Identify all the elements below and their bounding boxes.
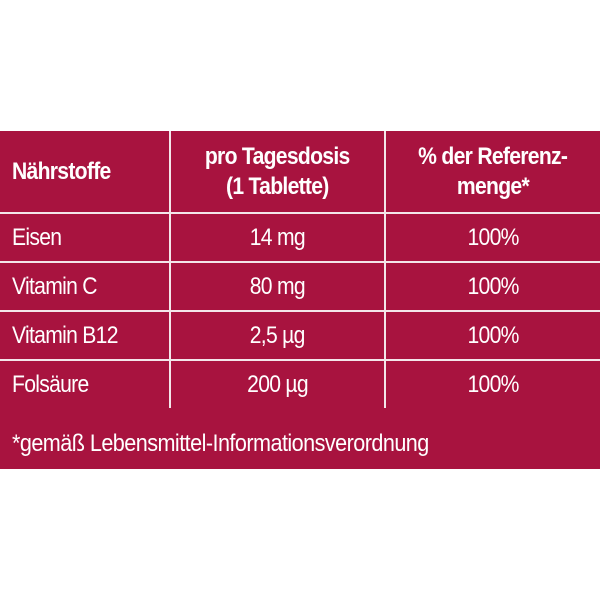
column-divider (384, 131, 386, 408)
daily-dose: 200 µg (247, 370, 309, 398)
header-tagesdosis: pro Tagesdosis (1 Tablette) (205, 142, 350, 200)
daily-dose: 80 mg (249, 272, 306, 300)
row-divider (0, 310, 600, 312)
row-divider (0, 261, 600, 263)
nutrition-table-panel (0, 131, 600, 469)
reference-percent: 100% (467, 370, 519, 398)
footnote: *gemäß Lebensmittel-Informationsverordnu… (12, 430, 429, 457)
row-divider (0, 212, 600, 214)
column-divider (169, 131, 171, 408)
nutrient-name: Vitamin C (12, 272, 98, 300)
daily-dose: 2,5 µg (250, 321, 306, 349)
header-referenzmenge: % der Referenz-menge* (418, 142, 568, 200)
reference-percent: 100% (467, 272, 519, 300)
nutrient-name: Vitamin B12 (12, 321, 118, 349)
header-naehrstoffe: Nährstoffe (12, 157, 111, 185)
nutrient-name: Eisen (12, 223, 62, 251)
daily-dose: 14 mg (249, 223, 306, 251)
reference-percent: 100% (467, 321, 519, 349)
nutrient-name: Folsäure (12, 370, 89, 398)
reference-percent: 100% (467, 223, 519, 251)
row-divider (0, 359, 600, 361)
